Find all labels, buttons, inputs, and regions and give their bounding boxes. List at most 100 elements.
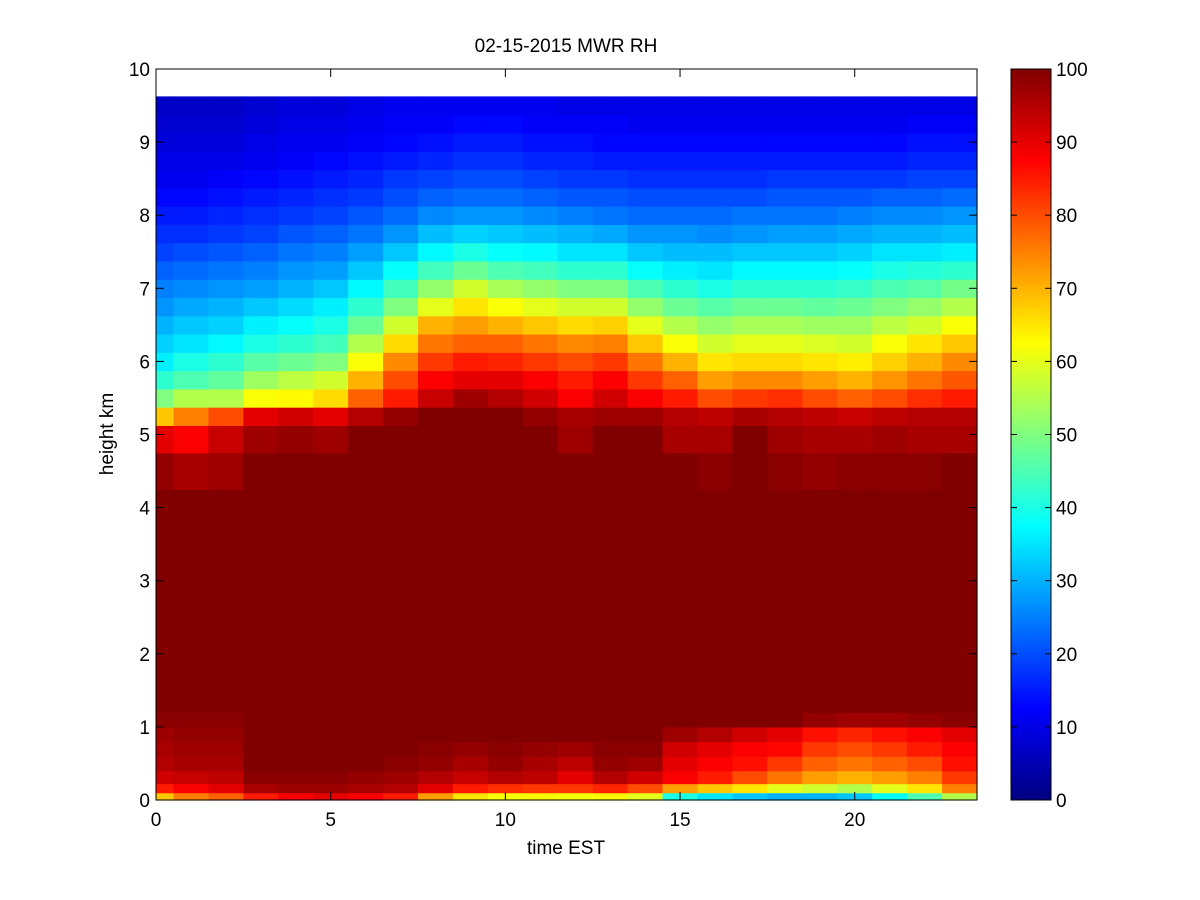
heatmap-cell xyxy=(173,297,210,317)
heatmap-cell xyxy=(662,697,699,713)
heatmap-cell xyxy=(837,187,873,207)
heatmap-cell xyxy=(662,297,699,317)
heatmap-cell xyxy=(452,489,489,527)
heatmap-cell xyxy=(208,792,244,801)
heatmap-cell xyxy=(243,525,279,564)
heatmap-cell xyxy=(592,370,629,390)
heatmap-cell xyxy=(208,96,244,116)
heatmap-cell xyxy=(662,260,699,280)
heatmap-cell xyxy=(837,598,873,637)
heatmap-cell xyxy=(452,333,489,353)
heatmap-cell xyxy=(313,741,349,757)
heatmap-cell xyxy=(592,756,629,772)
heatmap-cell xyxy=(522,279,559,299)
heatmap-cell xyxy=(383,741,419,757)
heatmap-cell xyxy=(278,132,314,152)
heatmap-cell xyxy=(487,712,524,728)
heatmap-cell xyxy=(767,132,803,152)
heatmap-cell xyxy=(732,370,768,390)
heatmap-cell xyxy=(208,712,244,728)
heatmap-cell xyxy=(173,712,210,728)
heatmap-cell xyxy=(732,562,768,600)
heatmap-cell xyxy=(383,783,419,794)
heatmap-cell xyxy=(697,169,734,189)
heatmap-cell xyxy=(907,741,943,757)
heatmap-cell xyxy=(383,388,419,408)
heatmap-cell xyxy=(243,224,279,244)
heatmap-cell xyxy=(592,206,629,225)
heatmap-cell xyxy=(802,224,838,244)
heatmap-cell xyxy=(487,783,524,794)
heatmap-cell xyxy=(907,260,943,280)
heatmap-cell xyxy=(872,452,908,490)
heatmap-cell xyxy=(313,598,349,637)
heatmap-cell xyxy=(173,279,210,299)
heatmap-cell xyxy=(383,452,419,490)
heatmap-cell xyxy=(173,96,210,116)
heatmap-cell xyxy=(173,741,210,757)
heatmap-cell xyxy=(627,770,664,785)
heatmap-cell xyxy=(522,297,559,317)
heatmap-cell xyxy=(907,425,943,454)
heatmap-cell xyxy=(592,352,629,372)
heatmap-cell xyxy=(348,672,384,699)
heatmap-cell xyxy=(557,425,594,454)
heatmap-cell xyxy=(697,260,734,280)
heatmap-cell xyxy=(627,783,664,794)
heatmap-cell xyxy=(872,260,908,280)
y-tick-label: 1 xyxy=(139,718,150,739)
heatmap-cell xyxy=(662,756,699,772)
heatmap-cell xyxy=(627,425,664,454)
heatmap-cell xyxy=(487,224,524,244)
heatmap-cell xyxy=(522,672,559,699)
heatmap-cell xyxy=(208,525,244,564)
heatmap-cell xyxy=(243,96,279,116)
heatmap-cell xyxy=(662,370,699,390)
heatmap-cell xyxy=(383,756,419,772)
heatmap-cell xyxy=(662,672,699,699)
heatmap-cell xyxy=(452,187,489,207)
heatmap-cell xyxy=(452,672,489,699)
heatmap-cell xyxy=(243,672,279,699)
heatmap-cell xyxy=(557,525,594,564)
heatmap-cell xyxy=(278,452,314,490)
heatmap-cell xyxy=(522,407,559,426)
heatmap-cell xyxy=(418,169,454,189)
heatmap-cell xyxy=(418,741,454,757)
colorbar: 0 10 20 30 40 50 60 70 80 90 100 xyxy=(1010,60,1088,812)
heatmap-cell xyxy=(243,279,279,299)
heatmap-cell xyxy=(173,260,210,280)
heatmap-cell xyxy=(697,525,734,564)
heatmap-cell xyxy=(313,297,349,317)
heatmap-cell xyxy=(522,132,559,152)
heatmap-cell xyxy=(452,224,489,244)
heatmap-cell xyxy=(872,96,908,116)
heatmap-cell xyxy=(592,562,629,600)
heatmap-cell xyxy=(452,525,489,564)
heatmap-cell xyxy=(907,224,943,244)
heatmap-cell xyxy=(627,741,664,757)
heatmap-cell xyxy=(173,315,210,335)
heatmap-cell xyxy=(522,770,559,785)
heatmap-cell xyxy=(313,132,349,152)
heatmap-cell xyxy=(557,741,594,757)
heatmap-cell xyxy=(487,260,524,280)
heatmap-cell xyxy=(732,425,768,454)
heatmap-cell xyxy=(452,697,489,713)
heatmap-cell xyxy=(156,792,175,801)
heatmap-cell xyxy=(592,741,629,757)
heatmap-cell xyxy=(837,242,873,262)
heatmap-cell xyxy=(557,242,594,262)
heatmap-cell xyxy=(156,672,175,699)
heatmap-cell xyxy=(697,726,734,743)
heatmap-cell xyxy=(243,792,279,801)
heatmap-cell xyxy=(557,169,594,189)
heatmap-cell xyxy=(452,370,489,390)
heatmap-cell xyxy=(156,712,175,728)
heatmap-cell xyxy=(767,224,803,244)
heatmap-cell xyxy=(348,598,384,637)
heatmap-cell xyxy=(592,96,629,116)
heatmap-cell xyxy=(383,333,419,353)
colorbar-tick-label: 10 xyxy=(1056,718,1077,739)
heatmap-cell xyxy=(767,741,803,757)
